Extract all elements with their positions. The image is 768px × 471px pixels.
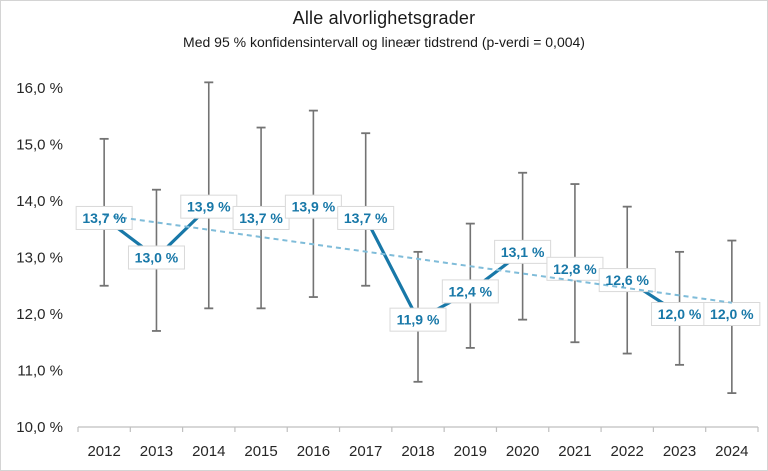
data-label: 13,7 % — [82, 210, 126, 226]
chart-header: Alle alvorlighetsgrader Med 95 % konfide… — [1, 8, 767, 50]
y-axis-tick-label: 13,0 % — [16, 250, 63, 267]
x-axis-year-label: 2019 — [454, 443, 487, 460]
data-label: 13,9 % — [187, 199, 231, 215]
y-axis-tick-label: 10,0 % — [16, 419, 63, 436]
data-label: 13,1 % — [501, 244, 545, 260]
x-axis-year-label: 2016 — [297, 443, 330, 460]
data-label: 12,4 % — [449, 283, 493, 299]
data-label: 13,7 % — [344, 210, 388, 226]
data-label: 12,6 % — [605, 272, 649, 288]
data-label: 13,7 % — [239, 210, 283, 226]
data-label: 13,0 % — [135, 250, 179, 266]
y-axis-tick-label: 15,0 % — [16, 137, 63, 154]
data-label-box — [494, 239, 552, 264]
data-label-box — [389, 307, 447, 332]
chart-title: Alle alvorlighetsgrader — [292, 8, 476, 28]
data-label-box — [441, 279, 499, 304]
data-label: 12,8 % — [553, 261, 597, 277]
data-label: 11,9 % — [397, 312, 440, 328]
data-label: 12,0 % — [710, 306, 754, 322]
y-axis-tick-label: 16,0 % — [16, 80, 63, 97]
x-axis-year-label: 2018 — [401, 443, 434, 460]
x-axis-year-label: 2021 — [558, 443, 591, 460]
trend-line — [104, 214, 732, 304]
data-label-box — [127, 245, 185, 270]
x-axis-year-label: 2013 — [140, 443, 173, 460]
x-axis-year-label: 2017 — [349, 443, 382, 460]
x-axis-year-label: 2024 — [715, 443, 748, 460]
data-label: 13,9 % — [292, 199, 336, 215]
data-label: 12,0 % — [658, 306, 702, 322]
x-axis-year-label: 2023 — [663, 443, 696, 460]
y-axis-tick-label: 14,0 % — [16, 193, 63, 210]
x-axis-year-label: 2012 — [87, 443, 120, 460]
chart-subtitle: Med 95 % konfidensintervall og lineær ti… — [183, 34, 585, 50]
x-axis-year-label: 2014 — [192, 443, 225, 460]
data-label-box — [75, 205, 133, 230]
x-axis-year-label: 2020 — [506, 443, 539, 460]
data-label-box — [337, 205, 395, 230]
x-axis-year-label: 2015 — [244, 443, 277, 460]
y-axis-tick-label: 11,0 % — [17, 363, 63, 380]
x-axis-year-label: 2022 — [611, 443, 644, 460]
y-axis-tick-label: 12,0 % — [16, 306, 63, 323]
